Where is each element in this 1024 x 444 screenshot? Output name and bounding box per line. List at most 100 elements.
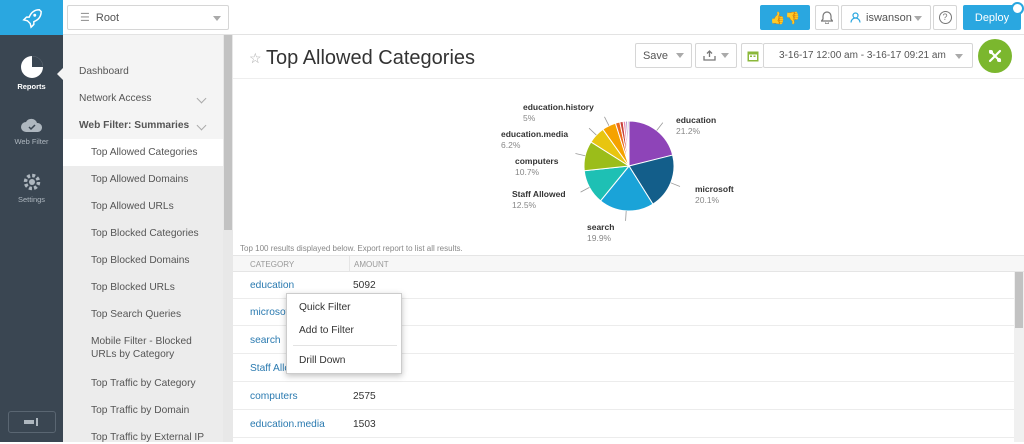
rail-item-label: Reports: [17, 82, 46, 91]
category-link[interactable]: education: [250, 280, 295, 291]
root-selector[interactable]: ☰ Root: [67, 5, 229, 30]
category-link[interactable]: microsoft: [250, 307, 292, 318]
sidebar-item-label: Mobile Filter - Blocked URLs by Category: [91, 336, 192, 360]
rocket-logo-icon[interactable]: [0, 0, 63, 35]
pie-slice-11[interactable]: [627, 120, 630, 167]
table-row[interactable]: computers 2575: [233, 383, 1014, 410]
top-bar: ☰ Root 👍👎 iswanson ? Deploy: [63, 0, 1024, 35]
sidebar-item-top-allowed-urls[interactable]: Top Allowed URLs: [63, 193, 223, 220]
pie-slice-education[interactable]: [628, 120, 674, 167]
main-content: ☆ Top Allowed Categories Save 3-16-17 12…: [233, 35, 1024, 442]
category-link[interactable]: Staff Allowed: [250, 363, 309, 374]
sidebar-item-top-traffic-by-external-ip[interactable]: Top Traffic by External IP: [63, 424, 223, 443]
export-button[interactable]: [695, 43, 737, 68]
date-range: 3-16-17 12:00 am - 3-16-17 09:21 am: [779, 50, 946, 61]
sidebar-item-top-blocked-urls[interactable]: Top Blocked URLs: [63, 274, 223, 301]
menu-item-quick-filter[interactable]: Quick Filter: [299, 302, 351, 313]
category-link[interactable]: education.media: [250, 419, 325, 430]
date-range-selector[interactable]: 3-16-17 12:00 am - 3-16-17 09:21 am: [763, 43, 973, 68]
sidebar-item-label: Web Filter: Summaries: [79, 120, 190, 131]
rail-item-settings[interactable]: Settings: [0, 172, 63, 204]
chart-area: education 21.2% microsoft 20.1% search 19.9…: [233, 79, 1024, 256]
calendar-button[interactable]: [741, 43, 763, 68]
report-settings-button[interactable]: [978, 39, 1012, 73]
save-label: Save: [642, 49, 669, 62]
save-button[interactable]: Save: [635, 43, 692, 68]
sidebar-item-label: Top Allowed Domains: [91, 174, 189, 185]
rail-item-label: Web Filter: [14, 137, 49, 146]
category-link[interactable]: search: [250, 335, 281, 346]
sidebar-item-label: Dashboard: [79, 66, 129, 77]
sidebar-item-web-filter-summaries[interactable]: Web Filter: Summaries: [63, 119, 223, 132]
sidebar-item-label: Top Traffic by Domain: [91, 405, 190, 416]
star-icon[interactable]: ☆: [249, 50, 262, 66]
user-menu[interactable]: iswanson: [841, 5, 931, 30]
sidebar-item-top-blocked-categories[interactable]: Top Blocked Categories: [63, 220, 223, 247]
pie-label-education: education 21.2%: [676, 115, 717, 136]
table-row[interactable]: search: [233, 327, 1014, 354]
results-note: Top 100 results displayed below. Export …: [240, 244, 463, 253]
username: iswanson: [866, 11, 912, 24]
export-icon: [703, 50, 716, 61]
collapse-rail-button[interactable]: [8, 411, 56, 433]
calendar-icon: [747, 51, 758, 61]
sidebar-item-top-search-queries[interactable]: Top Search Queries: [63, 301, 223, 328]
table-row[interactable]: Staff Allowed: [233, 355, 1014, 382]
sidebar-item-top-traffic-by-domain[interactable]: Top Traffic by Domain: [63, 397, 223, 424]
menu-item-drill-down[interactable]: Drill Down: [299, 355, 346, 366]
deploy-label: Deploy: [974, 11, 1010, 24]
sidebar-item-label: Top Blocked Categories: [91, 228, 199, 239]
chevron-down-icon: [196, 120, 207, 131]
pie-leader-line: [625, 210, 627, 221]
chevron-down-icon: [213, 16, 221, 21]
pie-leader-line: [588, 127, 597, 136]
sidebar-item-top-blocked-domains[interactable]: Top Blocked Domains: [63, 247, 223, 274]
pie-label-staff-allowed: Staff Allowed 12.5%: [512, 189, 566, 210]
rail-item-reports[interactable]: Reports: [0, 55, 63, 91]
pie-slice-microsoft[interactable]: [628, 154, 675, 205]
rail-item-web-filter[interactable]: Web Filter: [0, 116, 63, 146]
reports-sidebar: Dashboard Network Access Web Filter: Sum…: [63, 35, 223, 443]
sidebar-item-top-allowed-categories[interactable]: Top Allowed Categories: [63, 139, 223, 166]
sidebar-item-top-traffic-by-category[interactable]: Top Traffic by Category: [63, 370, 223, 397]
table-header: CATEGORY AMOUNT: [233, 256, 1024, 272]
column-header-amount[interactable]: AMOUNT: [349, 256, 389, 272]
table-scrollbar[interactable]: [1014, 272, 1024, 442]
sidebar-item-network-access[interactable]: Network Access: [63, 92, 223, 105]
pie-label-search: search 19.9%: [587, 222, 615, 243]
rail-item-label: Settings: [17, 195, 46, 204]
sidebar-item-label: Top Allowed Categories: [91, 147, 198, 158]
table-row[interactable]: microsoft: [233, 299, 1014, 326]
notifications-button[interactable]: [815, 5, 839, 30]
sidebar-item-label: Top Allowed URLs: [91, 201, 174, 212]
gear-icon: [23, 173, 40, 191]
pie-slice-search[interactable]: [599, 165, 654, 212]
deploy-badge-icon: [1011, 2, 1024, 15]
amount-cell: 1503: [353, 419, 376, 430]
chevron-down-icon: [955, 54, 963, 59]
selected-indicator: [57, 68, 63, 80]
table-row[interactable]: education.media 1503: [233, 411, 1014, 438]
feedback-button[interactable]: 👍👎: [760, 5, 810, 30]
sidebar-item-label: Top Blocked Domains: [91, 255, 190, 266]
table-row[interactable]: education 5092: [233, 272, 1014, 299]
pie-leader-line: [656, 122, 664, 131]
scrollbar-thumb[interactable]: [1015, 272, 1023, 328]
thumbs-up-down-icon: 👍👎: [770, 10, 800, 25]
category-link[interactable]: computers: [250, 391, 298, 402]
context-menu: Quick Filter Add to Filter Drill Down: [286, 293, 402, 374]
sidebar-item-dashboard[interactable]: Dashboard: [63, 65, 223, 78]
sidebar-item-label: Network Access: [79, 93, 152, 104]
sidebar-item-mobile-filter[interactable]: Mobile Filter - Blocked URLs by Category: [63, 328, 223, 370]
sidebar-item-top-allowed-domains[interactable]: Top Allowed Domains: [63, 166, 223, 193]
scrollbar-thumb[interactable]: [224, 35, 232, 230]
column-header-category[interactable]: CATEGORY: [250, 260, 295, 269]
pie-label-education-media: education.media 6.2%: [501, 129, 569, 150]
help-icon: ?: [938, 11, 952, 24]
help-button[interactable]: ?: [933, 5, 957, 30]
chevron-down-icon: [676, 53, 685, 58]
menu-item-add-to-filter[interactable]: Add to Filter: [299, 325, 354, 336]
root-label: Root: [95, 11, 120, 24]
deploy-button[interactable]: Deploy: [963, 2, 1024, 30]
sidebar-scrollbar[interactable]: [223, 35, 233, 442]
